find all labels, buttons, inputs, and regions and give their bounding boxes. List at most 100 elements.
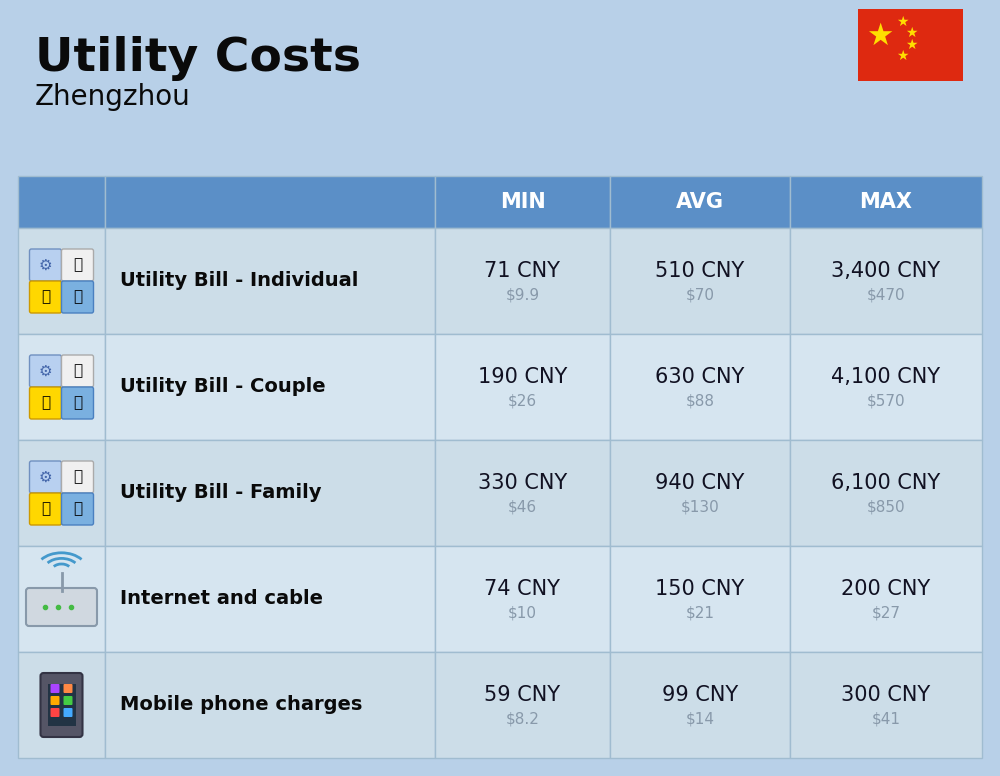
FancyBboxPatch shape (62, 249, 94, 281)
Text: 🧑: 🧑 (73, 258, 82, 272)
Text: $27: $27 (872, 605, 900, 621)
Text: 🔌: 🔌 (41, 289, 50, 304)
Text: $88: $88 (686, 393, 714, 408)
Text: ⚙: ⚙ (39, 469, 52, 484)
FancyBboxPatch shape (18, 176, 105, 228)
Text: 99 CNY: 99 CNY (662, 685, 738, 705)
FancyBboxPatch shape (62, 355, 94, 387)
Text: 330 CNY: 330 CNY (478, 473, 567, 493)
FancyBboxPatch shape (18, 546, 105, 652)
FancyBboxPatch shape (105, 652, 435, 758)
FancyBboxPatch shape (40, 673, 82, 737)
FancyBboxPatch shape (105, 228, 435, 334)
Text: 🔧: 🔧 (73, 501, 82, 517)
FancyBboxPatch shape (64, 684, 72, 693)
Text: Utility Costs: Utility Costs (35, 36, 361, 81)
Text: 🔧: 🔧 (73, 396, 82, 411)
FancyBboxPatch shape (790, 334, 982, 440)
Text: 74 CNY: 74 CNY (484, 579, 560, 599)
Text: Zhengzhou: Zhengzhou (35, 83, 191, 111)
Text: $570: $570 (867, 393, 905, 408)
FancyBboxPatch shape (30, 387, 62, 419)
Text: Utility Bill - Couple: Utility Bill - Couple (120, 377, 326, 397)
Text: ★: ★ (896, 49, 908, 63)
FancyBboxPatch shape (105, 440, 435, 546)
FancyBboxPatch shape (435, 440, 610, 546)
FancyBboxPatch shape (18, 652, 105, 758)
FancyBboxPatch shape (790, 652, 982, 758)
FancyBboxPatch shape (435, 334, 610, 440)
FancyBboxPatch shape (858, 9, 963, 81)
Text: $41: $41 (872, 712, 900, 726)
FancyBboxPatch shape (64, 696, 72, 705)
Text: 4,100 CNY: 4,100 CNY (831, 367, 941, 387)
Text: ★: ★ (866, 22, 894, 51)
Text: 🔌: 🔌 (41, 396, 50, 411)
Text: $14: $14 (686, 712, 714, 726)
Text: Utility Bill - Individual: Utility Bill - Individual (120, 272, 358, 290)
Text: MAX: MAX (860, 192, 912, 212)
Text: 200 CNY: 200 CNY (841, 579, 931, 599)
FancyBboxPatch shape (610, 176, 790, 228)
Text: ★: ★ (896, 15, 908, 29)
Text: 940 CNY: 940 CNY (655, 473, 745, 493)
FancyBboxPatch shape (62, 461, 94, 493)
FancyBboxPatch shape (64, 708, 72, 717)
FancyBboxPatch shape (48, 684, 76, 726)
FancyBboxPatch shape (790, 176, 982, 228)
FancyBboxPatch shape (30, 493, 62, 525)
FancyBboxPatch shape (30, 355, 62, 387)
Text: ★: ★ (905, 26, 917, 40)
Text: $850: $850 (867, 500, 905, 514)
Text: $46: $46 (508, 500, 537, 514)
FancyBboxPatch shape (30, 461, 62, 493)
FancyBboxPatch shape (30, 281, 62, 313)
Text: 510 CNY: 510 CNY (655, 261, 745, 281)
FancyBboxPatch shape (18, 334, 105, 440)
Text: 3,400 CNY: 3,400 CNY (831, 261, 941, 281)
FancyBboxPatch shape (435, 228, 610, 334)
Text: ⚙: ⚙ (39, 363, 52, 379)
Text: Mobile phone charges: Mobile phone charges (120, 695, 362, 715)
Text: Utility Bill - Family: Utility Bill - Family (120, 483, 322, 503)
FancyBboxPatch shape (610, 546, 790, 652)
FancyBboxPatch shape (18, 440, 105, 546)
FancyBboxPatch shape (62, 281, 94, 313)
FancyBboxPatch shape (610, 334, 790, 440)
Text: 300 CNY: 300 CNY (841, 685, 931, 705)
FancyBboxPatch shape (610, 228, 790, 334)
Text: 🔧: 🔧 (73, 289, 82, 304)
FancyBboxPatch shape (105, 176, 435, 228)
FancyBboxPatch shape (435, 176, 610, 228)
FancyBboxPatch shape (790, 228, 982, 334)
Text: ★: ★ (905, 38, 917, 52)
Text: 59 CNY: 59 CNY (484, 685, 561, 705)
FancyBboxPatch shape (610, 652, 790, 758)
Text: 71 CNY: 71 CNY (484, 261, 560, 281)
Text: 🧑: 🧑 (73, 469, 82, 484)
FancyBboxPatch shape (790, 440, 982, 546)
FancyBboxPatch shape (105, 546, 435, 652)
Text: ⚙: ⚙ (39, 258, 52, 272)
Text: 🔌: 🔌 (41, 501, 50, 517)
Text: 6,100 CNY: 6,100 CNY (831, 473, 941, 493)
FancyBboxPatch shape (26, 588, 97, 626)
Text: AVG: AVG (676, 192, 724, 212)
Text: 🧑: 🧑 (73, 363, 82, 379)
Text: 630 CNY: 630 CNY (655, 367, 745, 387)
Text: Internet and cable: Internet and cable (120, 590, 323, 608)
FancyBboxPatch shape (50, 696, 60, 705)
Text: $470: $470 (867, 287, 905, 303)
FancyBboxPatch shape (62, 387, 94, 419)
FancyBboxPatch shape (610, 440, 790, 546)
FancyBboxPatch shape (18, 228, 105, 334)
Text: 150 CNY: 150 CNY (655, 579, 745, 599)
FancyBboxPatch shape (50, 708, 60, 717)
Text: $26: $26 (508, 393, 537, 408)
Text: $10: $10 (508, 605, 537, 621)
Text: MIN: MIN (500, 192, 545, 212)
FancyBboxPatch shape (435, 546, 610, 652)
FancyBboxPatch shape (50, 684, 60, 693)
Text: $70: $70 (686, 287, 714, 303)
Text: 190 CNY: 190 CNY (478, 367, 567, 387)
